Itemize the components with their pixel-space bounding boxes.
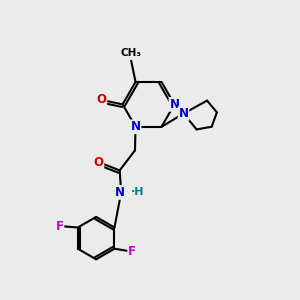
Text: N: N: [130, 120, 141, 133]
Text: O: O: [94, 156, 103, 169]
Text: N: N: [169, 98, 179, 111]
Text: F: F: [56, 220, 64, 232]
Text: N: N: [178, 107, 189, 120]
Text: ·H: ·H: [130, 187, 144, 196]
Text: O: O: [96, 93, 106, 106]
Text: N: N: [115, 186, 125, 199]
Text: F: F: [128, 245, 136, 258]
Text: CH₃: CH₃: [121, 48, 142, 59]
